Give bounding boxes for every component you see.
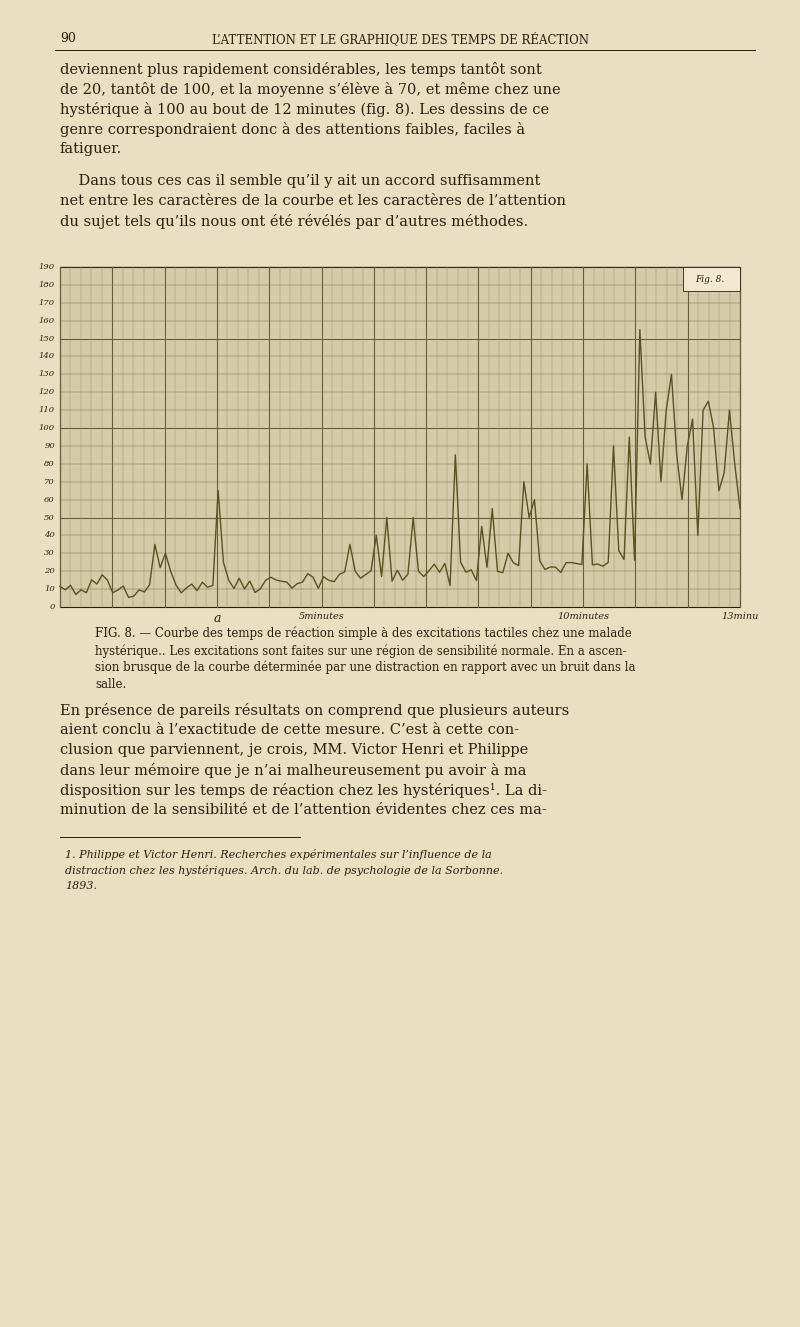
Text: 120: 120: [39, 389, 55, 397]
Text: minution de la sensibilité et de l’attention évidentes chez ces ma-: minution de la sensibilité et de l’atten…: [60, 803, 546, 817]
Text: 50: 50: [44, 514, 55, 522]
Text: 10: 10: [44, 585, 55, 593]
Text: dans leur mémoire que je n’ai malheureusement pu avoir à ma: dans leur mémoire que je n’ai malheureus…: [60, 763, 526, 778]
Text: distraction chez les hystériques. Arch. du lab. de psychologie de la Sorbonne.: distraction chez les hystériques. Arch. …: [65, 865, 503, 876]
Text: 20: 20: [44, 567, 55, 575]
Text: 90: 90: [44, 442, 55, 450]
FancyBboxPatch shape: [683, 267, 740, 291]
Text: hystérique.. Les excitations sont faites sur une région de sensibilité normale. : hystérique.. Les excitations sont faites…: [95, 644, 626, 657]
Text: 0: 0: [50, 602, 55, 610]
Text: 30: 30: [44, 549, 55, 557]
Text: Fig. 8.: Fig. 8.: [695, 275, 725, 284]
Text: aient conclu à l’exactitude de cette mesure. C’est à cette con-: aient conclu à l’exactitude de cette mes…: [60, 723, 519, 736]
Text: 150: 150: [39, 334, 55, 342]
Text: deviennent plus rapidement considérables, les temps tantôt sont: deviennent plus rapidement considérables…: [60, 62, 542, 77]
Text: 140: 140: [39, 353, 55, 361]
Text: a: a: [213, 612, 221, 625]
Text: FIG. 8. — Courbe des temps de réaction simple à des excitations tactiles chez un: FIG. 8. — Courbe des temps de réaction s…: [95, 626, 632, 641]
Text: 13minu: 13minu: [722, 612, 758, 621]
Text: salle.: salle.: [95, 678, 126, 691]
Text: 160: 160: [39, 317, 55, 325]
Text: Dans tous ces cas il semble qu’il y ait un accord suffisamment: Dans tous ces cas il semble qu’il y ait …: [60, 174, 540, 188]
Text: L’ATTENTION ET LE GRAPHIQUE DES TEMPS DE RÉACTION: L’ATTENTION ET LE GRAPHIQUE DES TEMPS DE…: [211, 32, 589, 46]
Text: 90: 90: [60, 32, 76, 45]
Text: genre correspondraient donc à des attentions faibles, faciles à: genre correspondraient donc à des attent…: [60, 122, 525, 137]
Text: 10minutes: 10minutes: [557, 612, 609, 621]
Text: 5minutes: 5minutes: [298, 612, 345, 621]
Text: hystérique à 100 au bout de 12 minutes (fig. 8). Les dessins de ce: hystérique à 100 au bout de 12 minutes (…: [60, 102, 549, 117]
Text: 60: 60: [44, 495, 55, 504]
Text: sion brusque de la courbe déterminée par une distraction en rapport avec un brui: sion brusque de la courbe déterminée par…: [95, 661, 635, 674]
Text: 130: 130: [39, 370, 55, 378]
Text: clusion que parviennent, je crois, MM. Victor Henri et Philippe: clusion que parviennent, je crois, MM. V…: [60, 743, 528, 756]
Text: 170: 170: [39, 299, 55, 307]
Text: 80: 80: [44, 460, 55, 468]
Text: 110: 110: [39, 406, 55, 414]
Text: En présence de pareils résultats on comprend que plusieurs auteurs: En présence de pareils résultats on comp…: [60, 703, 570, 718]
Text: 100: 100: [39, 425, 55, 433]
Text: de 20, tantôt de 100, et la moyenne s’élève à 70, et même chez une: de 20, tantôt de 100, et la moyenne s’él…: [60, 82, 561, 97]
Text: net entre les caractères de la courbe et les caractères de l’attention: net entre les caractères de la courbe et…: [60, 194, 566, 208]
Text: 70: 70: [44, 478, 55, 486]
Text: fatiguer.: fatiguer.: [60, 142, 122, 157]
Text: 1893.: 1893.: [65, 881, 97, 890]
Text: 1. Philippe et Victor Henri. Recherches expérimentales sur l’influence de la: 1. Philippe et Victor Henri. Recherches …: [65, 849, 492, 860]
Text: disposition sur les temps de réaction chez les hystériques¹. La di-: disposition sur les temps de réaction ch…: [60, 783, 547, 798]
Text: 190: 190: [39, 263, 55, 271]
Bar: [60, 267, 740, 606]
Text: 40: 40: [44, 531, 55, 539]
Text: 180: 180: [39, 281, 55, 289]
Text: du sujet tels qu’ils nous ont été révélés par d’autres méthodes.: du sujet tels qu’ils nous ont été révélé…: [60, 214, 528, 230]
